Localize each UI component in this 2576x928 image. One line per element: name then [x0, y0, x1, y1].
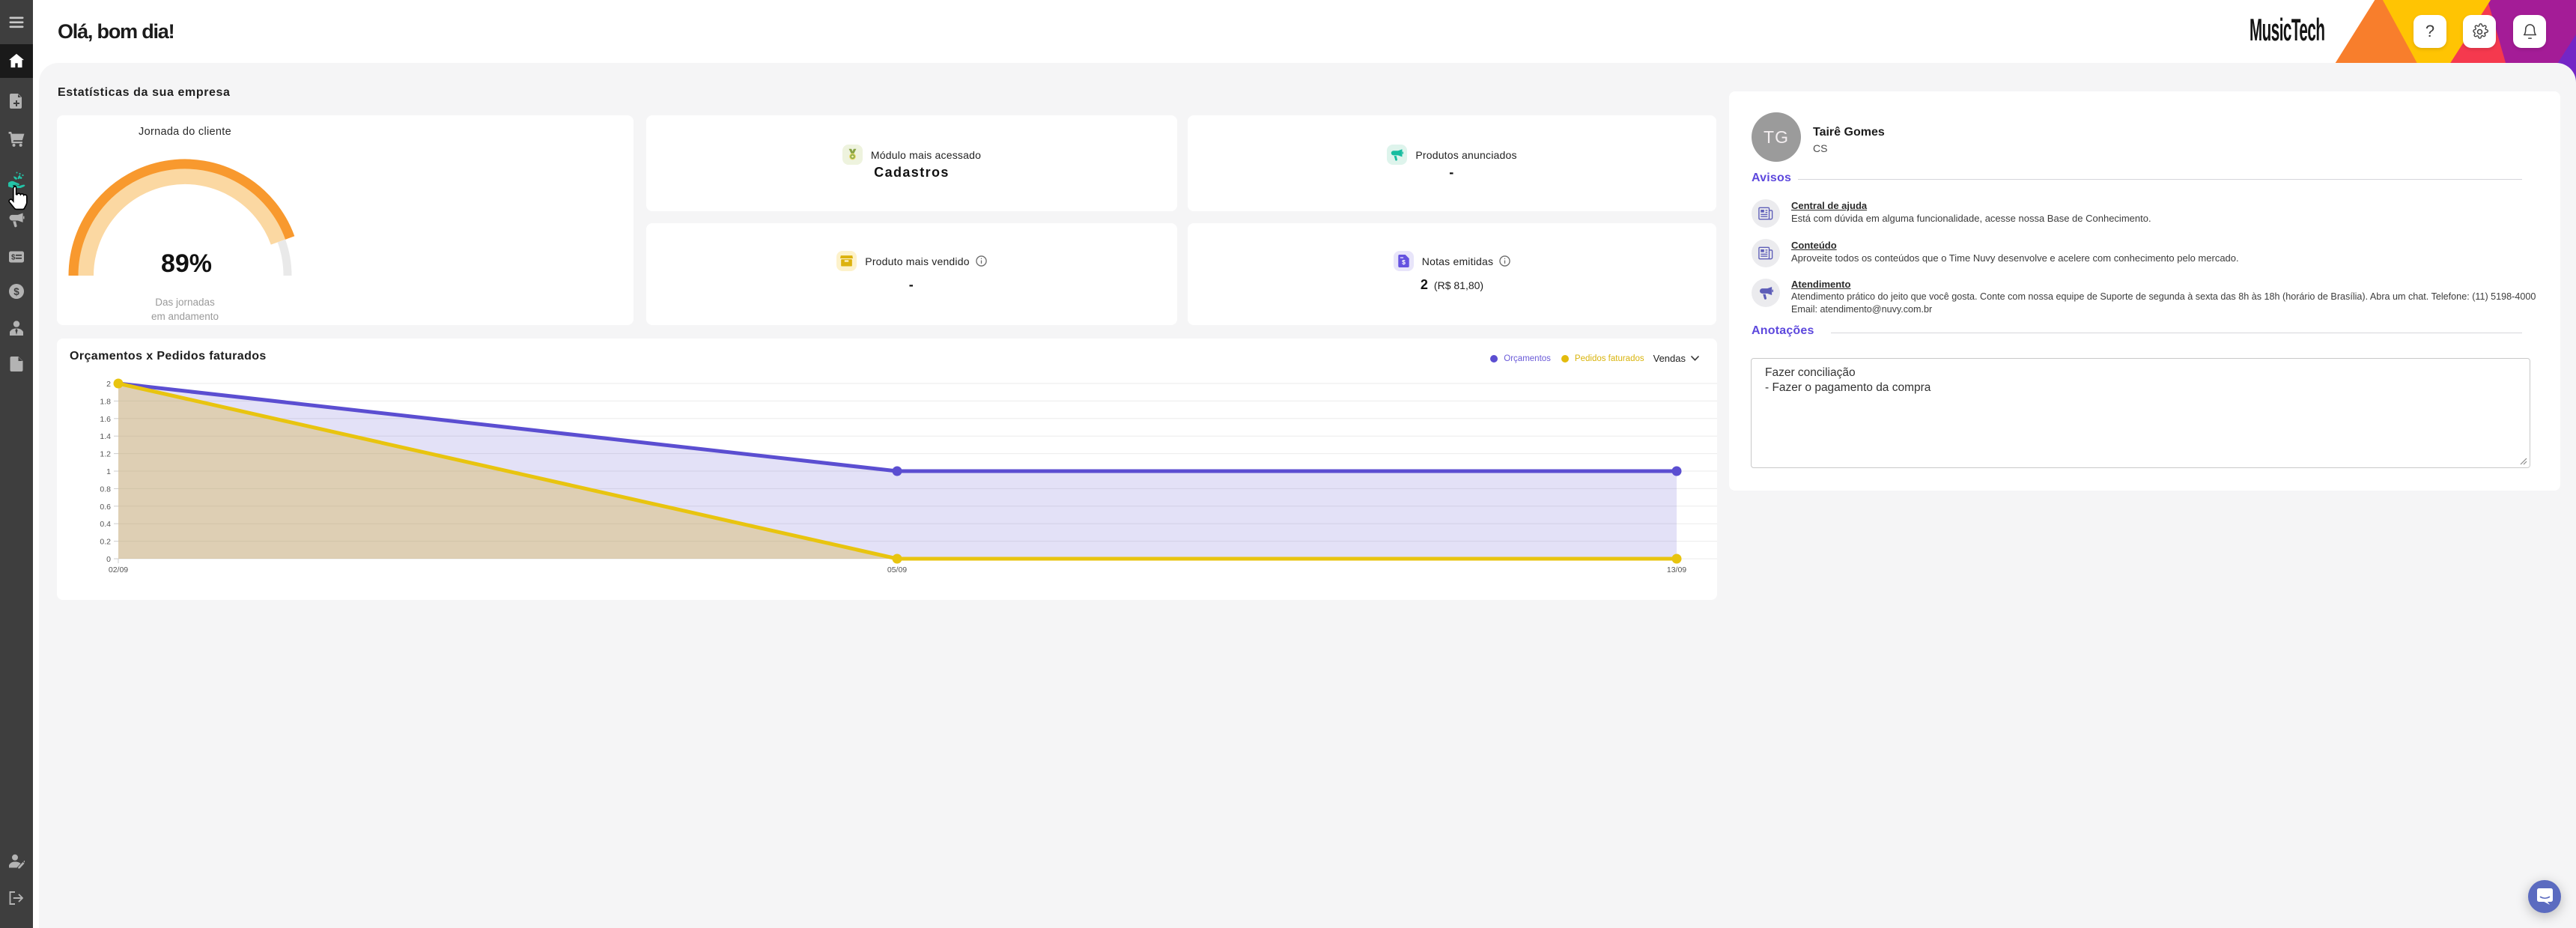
svg-text:$: $ — [1402, 258, 1406, 266]
svg-text:0.4: 0.4 — [100, 520, 111, 529]
svg-text:0: 0 — [106, 555, 111, 564]
svg-text:1.4: 1.4 — [100, 432, 111, 441]
svg-text:$: $ — [13, 286, 19, 297]
svg-text:0.8: 0.8 — [100, 485, 111, 494]
svg-text:$: $ — [11, 254, 16, 262]
svg-text:02/09: 02/09 — [109, 565, 128, 574]
svg-text:13/09: 13/09 — [1667, 565, 1686, 574]
svg-text:0.6: 0.6 — [100, 503, 111, 512]
svg-text:2: 2 — [106, 380, 111, 389]
svg-text:1.2: 1.2 — [100, 450, 111, 459]
svg-text:1.6: 1.6 — [100, 415, 111, 424]
svg-text:0.2: 0.2 — [100, 538, 111, 547]
svg-text:1: 1 — [106, 467, 111, 476]
svg-text:05/09: 05/09 — [887, 565, 907, 574]
svg-text:1.8: 1.8 — [100, 397, 111, 406]
